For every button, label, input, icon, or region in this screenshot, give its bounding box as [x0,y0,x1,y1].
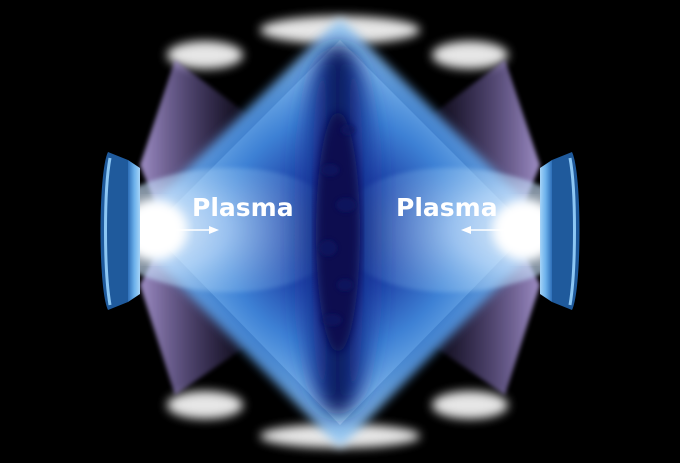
arrow-right-icon [175,226,219,234]
arrow-left-icon [461,226,505,234]
shock-front [290,45,386,415]
plasma-label-right: Plasma [396,193,498,222]
target-right [540,152,580,310]
target-left [100,152,140,310]
plasma-label-left: Plasma [192,193,294,222]
